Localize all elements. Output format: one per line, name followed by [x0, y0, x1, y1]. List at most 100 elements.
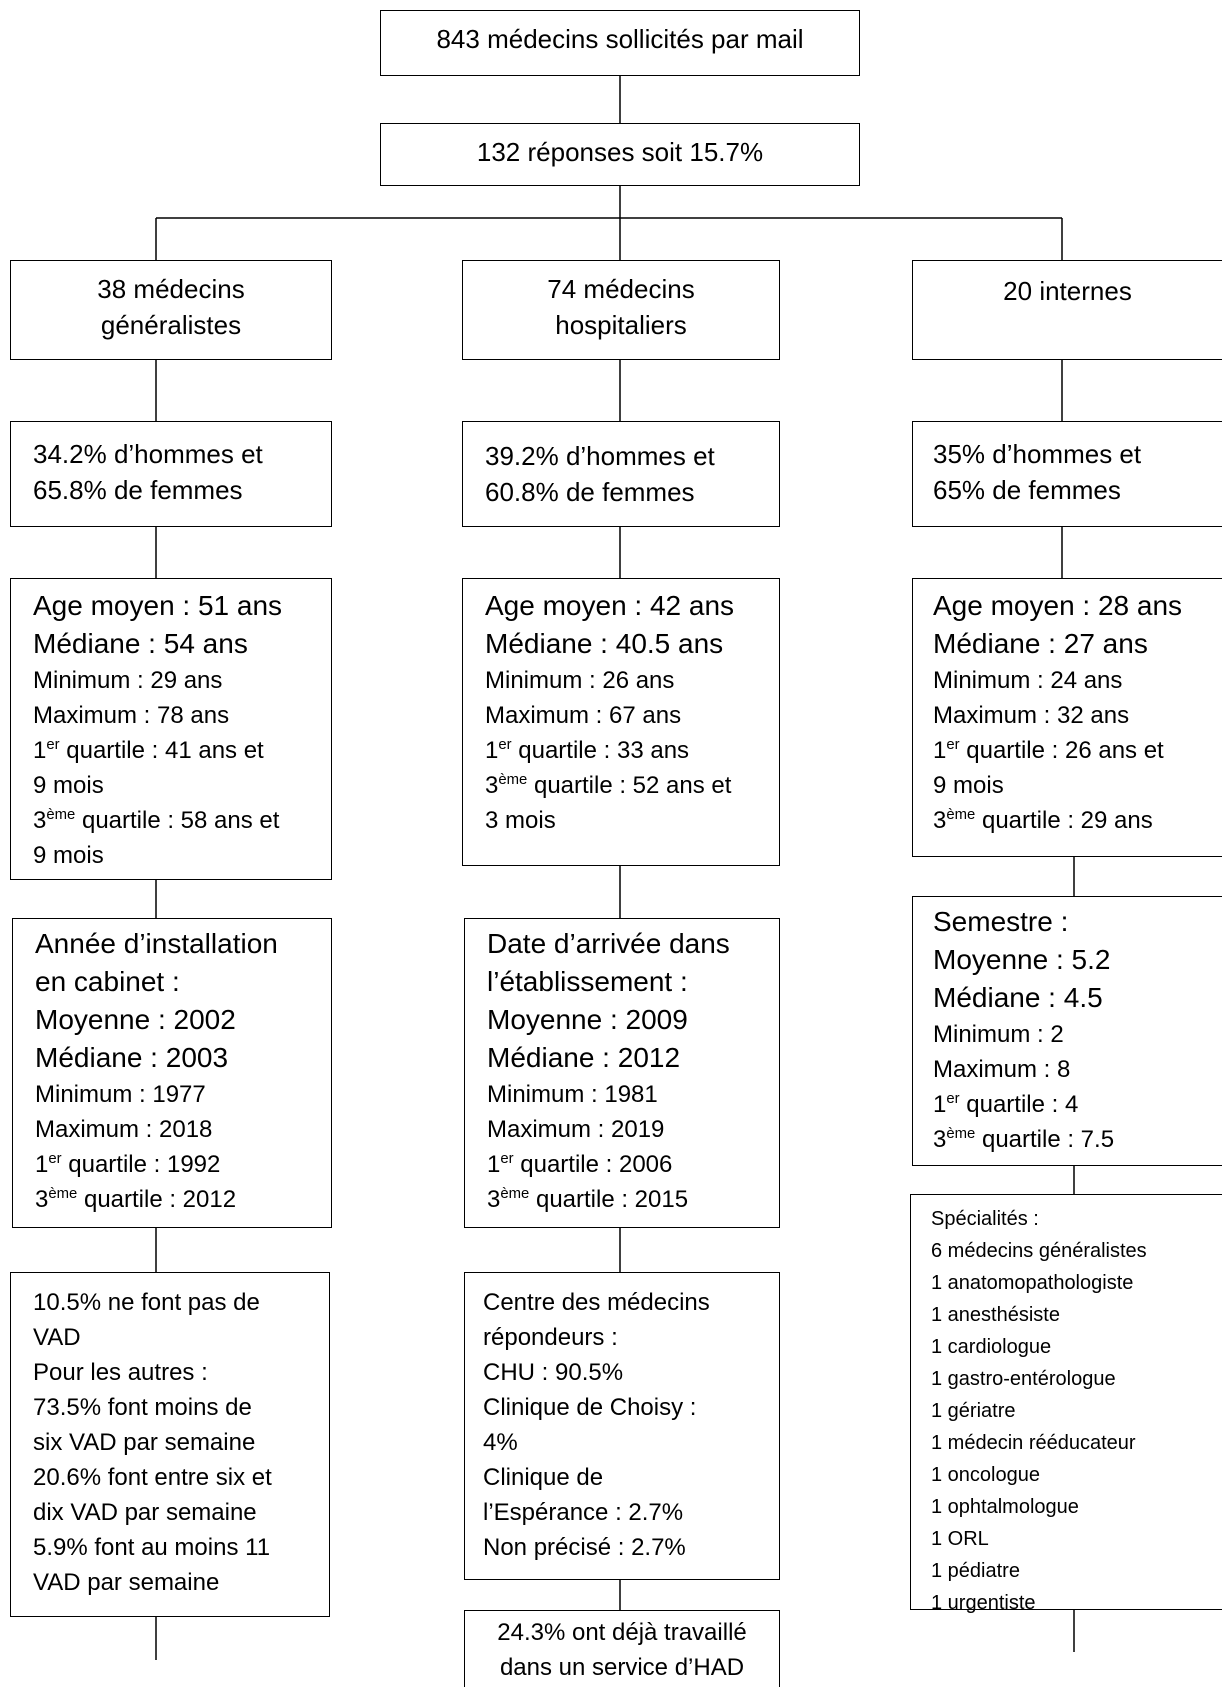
semester-q3: 3ème quartile : 7.5	[933, 1126, 1115, 1153]
interns-sex-line: 65% de femmes	[933, 475, 1121, 505]
vad-line: dix VAD par semaine	[33, 1499, 257, 1526]
interns-title-line: 20 internes	[1003, 276, 1132, 306]
centre-line: répondeurs :	[483, 1324, 618, 1351]
generalists-age-q1: 1er quartile : 41 ans et	[33, 737, 264, 764]
arrival-head-line: Date d’arrivée dans	[487, 928, 730, 959]
vad-line: VAD	[33, 1324, 81, 1351]
generalists-title-line: 38 médecins	[97, 274, 245, 304]
semester-mean: Moyenne : 5.2	[933, 944, 1111, 975]
hospital-age-max: Maximum : 67 ans	[485, 702, 682, 729]
interns-age-max: Maximum : 32 ans	[933, 702, 1130, 729]
install-median: Médiane : 2003	[35, 1042, 229, 1073]
semester-max: Maximum : 8	[933, 1056, 1071, 1083]
generalists-sex-box: 34.2% d’hommes et 65.8% de femmes	[10, 421, 332, 527]
install-head-line: Année d’installation	[35, 928, 278, 959]
interns-age-median: Médiane : 27 ans	[933, 628, 1148, 659]
semester-q1: 1er quartile : 4	[933, 1091, 1079, 1118]
centre-line: Clinique de Choisy :	[483, 1394, 697, 1421]
install-head-line: en cabinet :	[35, 966, 180, 997]
had-line: 24.3% ont déjà travaillé	[497, 1619, 747, 1646]
interns-age-q1-cont: 9 mois	[933, 772, 1004, 799]
specialty-line: 1 médecin rééducateur	[931, 1432, 1136, 1454]
vad-line: Pour les autres :	[33, 1359, 208, 1386]
hospital-age-min: Minimum : 26 ans	[485, 667, 675, 694]
hospital-title-line: hospitaliers	[555, 310, 687, 340]
install-q3: 3ème quartile : 2012	[35, 1186, 237, 1213]
interns-sex-line: 35% d’hommes et	[933, 439, 1142, 469]
specialty-line: 1 ophtalmologue	[931, 1496, 1079, 1518]
hospital-title-box: 74 médecins hospitaliers	[462, 260, 780, 360]
centre-line: 4%	[483, 1429, 518, 1456]
hospital-sex-line: 60.8% de femmes	[485, 477, 695, 507]
semester-head: Semestre :	[933, 906, 1069, 937]
hospital-arrival-box: Date d’arrivée dans l’établissement : Mo…	[464, 918, 780, 1228]
generalists-age-median: Médiane : 54 ans	[33, 628, 248, 659]
hospital-age-q3: 3ème quartile : 52 ans et	[485, 772, 732, 799]
solicited-text: 843 médecins sollicités par mail	[436, 24, 804, 54]
arrival-min: Minimum : 1981	[487, 1081, 658, 1108]
interns-age-q1: 1er quartile : 26 ans et	[933, 737, 1164, 764]
vad-line: 20.6% font entre six et	[33, 1464, 272, 1491]
arrival-median: Médiane : 2012	[487, 1042, 681, 1073]
install-max: Maximum : 2018	[35, 1116, 213, 1143]
semester-median: Médiane : 4.5	[933, 982, 1103, 1013]
generalists-title-box: 38 médecins généralistes	[10, 260, 332, 360]
centre-line: l’Espérance : 2.7%	[483, 1499, 684, 1526]
generalists-title-line: généralistes	[100, 310, 242, 340]
hospital-centre-box: Centre des médecins répondeurs : CHU : 9…	[464, 1272, 780, 1580]
hospital-age-median: Médiane : 40.5 ans	[485, 628, 724, 659]
arrival-q3: 3ème quartile : 2015	[487, 1186, 689, 1213]
install-min: Minimum : 1977	[35, 1081, 206, 1108]
hospital-sex-box: 39.2% d’hommes et 60.8% de femmes	[462, 421, 780, 527]
interns-age-mean: Age moyen : 28 ans	[933, 590, 1183, 621]
had-line: dans un service d’HAD	[499, 1654, 745, 1681]
specialty-line: 1 gastro-entérologue	[931, 1368, 1116, 1390]
install-q1: 1er quartile : 1992	[35, 1151, 221, 1178]
interns-age-min: Minimum : 24 ans	[933, 667, 1123, 694]
hospital-had-box: 24.3% ont déjà travaillé dans un service…	[464, 1610, 780, 1687]
hospital-age-mean: Age moyen : 42 ans	[485, 590, 735, 621]
interns-age-box: Age moyen : 28 ans Médiane : 27 ans Mini…	[912, 578, 1222, 857]
generalists-vad-box: 10.5% ne font pas de VAD Pour les autres…	[10, 1272, 330, 1617]
specialty-line: 1 anesthésiste	[931, 1304, 1060, 1326]
semester-min: Minimum : 2	[933, 1021, 1064, 1048]
generalists-age-box: Age moyen : 51 ans Médiane : 54 ans Mini…	[10, 578, 332, 880]
generalists-age-q3: 3ème quartile : 58 ans et	[33, 807, 280, 834]
generalists-age-max: Maximum : 78 ans	[33, 702, 230, 729]
arrival-mean: Moyenne : 2009	[487, 1004, 688, 1035]
solicited-box: 843 médecins sollicités par mail	[380, 10, 860, 76]
interns-specialties-box: Spécialités : 6 médecins généralistes 1 …	[910, 1194, 1222, 1614]
responses-text: 132 réponses soit 15.7%	[476, 137, 764, 167]
hospital-age-box: Age moyen : 42 ans Médiane : 40.5 ans Mi…	[462, 578, 780, 866]
interns-semester-box: Semestre : Moyenne : 5.2 Médiane : 4.5 M…	[912, 896, 1222, 1166]
centre-line: Clinique de	[483, 1464, 604, 1491]
hospital-sex-line: 39.2% d’hommes et	[485, 441, 715, 471]
generalists-age-min: Minimum : 29 ans	[33, 667, 223, 694]
hospital-age-q3-cont: 3 mois	[485, 807, 556, 834]
centre-line: CHU : 90.5%	[483, 1359, 624, 1386]
vad-line: 5.9% font au moins 11	[33, 1534, 271, 1561]
arrival-head-line: l’établissement :	[487, 966, 688, 997]
generalists-sex-line: 65.8% de femmes	[33, 475, 243, 505]
generalists-age-mean: Age moyen : 51 ans	[33, 590, 283, 621]
specialty-line: 1 urgentiste	[931, 1592, 1036, 1614]
specialty-line: Spécialités :	[931, 1208, 1039, 1230]
specialty-line: 6 médecins généralistes	[931, 1240, 1147, 1262]
arrival-q1: 1er quartile : 2006	[487, 1151, 673, 1178]
generalists-age-q1-cont: 9 mois	[33, 772, 104, 799]
interns-title-box: 20 internes	[912, 260, 1222, 360]
generalists-sex-line: 34.2% d’hommes et	[33, 439, 263, 469]
generalists-age-q3-cont: 9 mois	[33, 842, 104, 869]
vad-line: 10.5% ne font pas de	[33, 1289, 260, 1316]
vad-line: six VAD par semaine	[33, 1429, 256, 1456]
specialty-line: 1 gériatre	[931, 1400, 1016, 1422]
centre-line: Centre des médecins	[483, 1289, 710, 1316]
centre-line: Non précisé : 2.7%	[483, 1534, 686, 1561]
arrival-max: Maximum : 2019	[487, 1116, 665, 1143]
vad-line: 73.5% font moins de	[33, 1394, 252, 1421]
responses-box: 132 réponses soit 15.7%	[380, 123, 860, 186]
hospital-age-q1: 1er quartile : 33 ans	[485, 737, 690, 764]
hospital-title-line: 74 médecins	[547, 274, 695, 304]
specialty-line: 1 pédiatre	[931, 1560, 1020, 1582]
interns-age-q3: 3ème quartile : 29 ans	[933, 807, 1153, 834]
